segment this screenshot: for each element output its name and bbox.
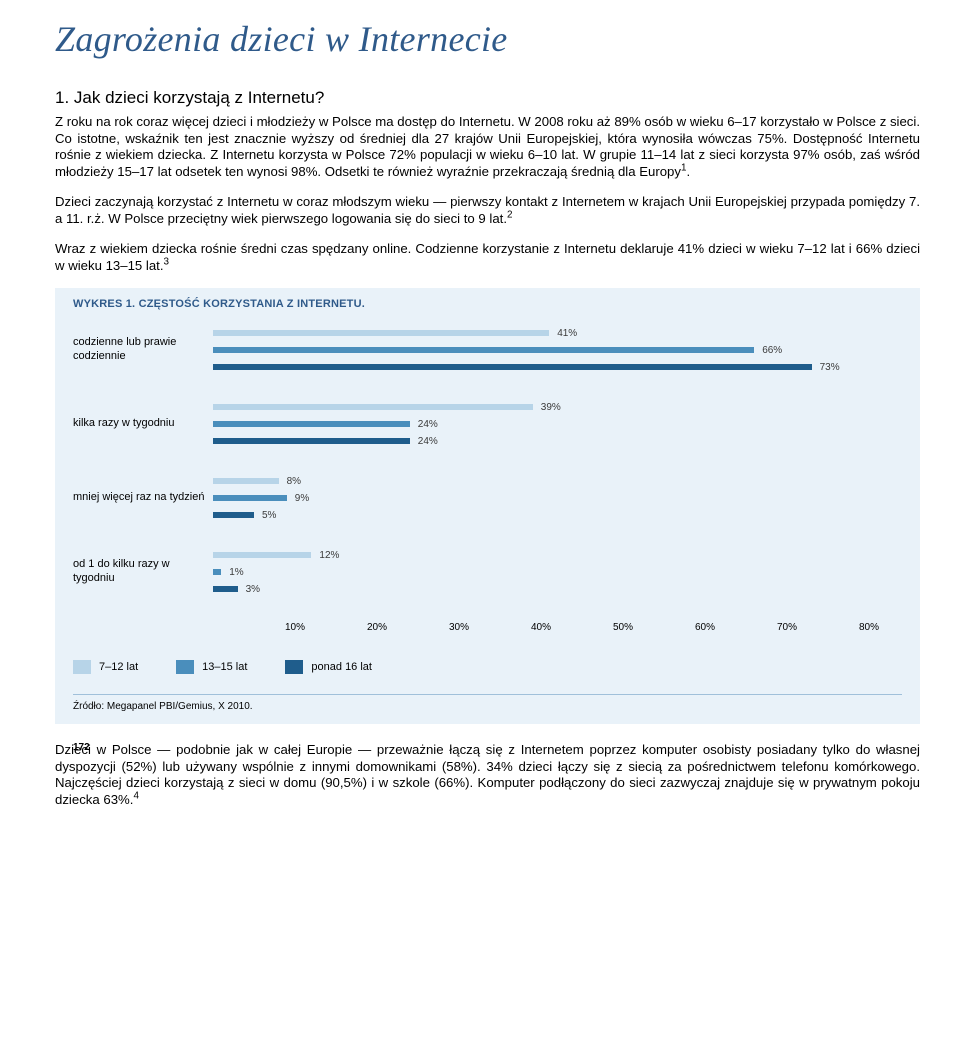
chart-row-label: kilka razy w tygodniu — [73, 417, 213, 431]
axis-tick: 50% — [613, 622, 633, 633]
bar-wrap: 9% — [213, 491, 902, 505]
legend-item: 13–15 lat — [176, 660, 247, 674]
bar-wrap: 41% — [213, 326, 902, 340]
paragraph-3-text: Wraz z wiekiem dziecka rośnie średni cza… — [55, 241, 920, 273]
legend-swatch — [176, 660, 194, 674]
chart-heading: WYKRES 1. CZĘSTOŚĆ KORZYSTANIA Z INTERNE… — [73, 298, 902, 310]
legend-swatch — [285, 660, 303, 674]
bar-value: 12% — [319, 550, 339, 561]
bar — [213, 438, 410, 444]
bar-wrap: 5% — [213, 508, 902, 522]
chart-1: WYKRES 1. CZĘSTOŚĆ KORZYSTANIA Z INTERNE… — [55, 288, 920, 724]
bar-wrap: 73% — [213, 360, 902, 374]
bars-col: 12% 1%3% — [213, 548, 902, 596]
bars-col: 8% 9% 5% — [213, 474, 902, 522]
bar-value: 66% — [762, 345, 782, 356]
legend-label: 7–12 lat — [99, 661, 138, 673]
chart-source: Źródło: Megapanel PBI/Gemius, X 2010. — [73, 694, 902, 712]
axis-tick: 70% — [777, 622, 797, 633]
paragraph-4: Dzieci w Polsce — podobnie jak w całej E… — [55, 742, 920, 808]
paragraph-1-text: Z roku na rok coraz więcej dzieci i młod… — [55, 114, 920, 179]
bar — [213, 421, 410, 427]
legend-swatch — [73, 660, 91, 674]
bar — [213, 347, 754, 353]
axis-tick: 60% — [695, 622, 715, 633]
bar-value: 24% — [418, 419, 438, 430]
bar-value: 1% — [229, 567, 243, 578]
bar-value: 24% — [418, 436, 438, 447]
axis-tick: 20% — [367, 622, 387, 633]
bar — [213, 495, 287, 501]
axis-tick: 40% — [531, 622, 551, 633]
chart-legend: 7–12 lat 13–15 lat ponad 16 lat — [73, 660, 902, 674]
legend-label: 13–15 lat — [202, 661, 247, 673]
footnote-ref-4: 4 — [133, 790, 139, 801]
chart-row: kilka razy w tygodniu 39% 24% 24% — [73, 400, 902, 448]
bar — [213, 552, 311, 558]
chart-row-label: od 1 do kilku razy w tygodniu — [73, 558, 213, 586]
bar-value: 41% — [557, 328, 577, 339]
bar — [213, 586, 238, 592]
bar-wrap: 66% — [213, 343, 902, 357]
bar-wrap: 24% — [213, 417, 902, 431]
bar-wrap: 1% — [213, 565, 902, 579]
section-title: 1. Jak dzieci korzystają z Internetu? — [55, 88, 920, 108]
bar — [213, 364, 812, 370]
chart-row: od 1 do kilku razy w tygodniu 12% 1%3% — [73, 548, 902, 596]
bar-wrap: 24% — [213, 434, 902, 448]
paragraph-1-end: . — [687, 164, 691, 179]
bar-wrap: 39% — [213, 400, 902, 414]
axis-tick: 30% — [449, 622, 469, 633]
page-title: Zagrożenia dzieci w Internecie — [55, 18, 920, 60]
chart-row-label: codzienne lub prawie codziennie — [73, 336, 213, 364]
legend-item: ponad 16 lat — [285, 660, 372, 674]
bar-value: 5% — [262, 510, 276, 521]
paragraph-1: Z roku na rok coraz więcej dzieci i młod… — [55, 114, 920, 180]
legend-item: 7–12 lat — [73, 660, 138, 674]
bars-col: 41% 66% 73% — [213, 326, 902, 374]
bar-value: 8% — [287, 476, 301, 487]
legend-label: ponad 16 lat — [311, 661, 372, 673]
chart-row-label: mniej więcej raz na tydzień — [73, 491, 213, 505]
paragraph-3: Wraz z wiekiem dziecka rośnie średni cza… — [55, 241, 920, 274]
bar-wrap: 12% — [213, 548, 902, 562]
page-number: 172 — [73, 742, 90, 753]
bar-value: 3% — [246, 584, 260, 595]
paragraph-2-text: Dzieci zaczynają korzystać z Internetu w… — [55, 194, 920, 226]
bar-wrap: 8% — [213, 474, 902, 488]
paragraph-2: Dzieci zaczynają korzystać z Internetu w… — [55, 194, 920, 227]
axis-tick: 80% — [859, 622, 879, 633]
x-axis: 10% 20% 30% 40% 50% 60% 70% 80% — [213, 622, 902, 636]
bar-wrap: 3% — [213, 582, 902, 596]
bar — [213, 512, 254, 518]
axis-tick: 10% — [285, 622, 305, 633]
chart-body: codzienne lub prawie codziennie 41% 66% 73%… — [73, 326, 902, 596]
bar — [213, 478, 279, 484]
chart-row: codzienne lub prawie codziennie 41% 66% 73% — [73, 326, 902, 374]
chart-row: mniej więcej raz na tydzień 8% 9% 5% — [73, 474, 902, 522]
bar — [213, 569, 221, 575]
bar — [213, 404, 533, 410]
footnote-ref-3: 3 — [164, 256, 170, 267]
bar-value: 73% — [820, 362, 840, 373]
bars-col: 39% 24% 24% — [213, 400, 902, 448]
bar-value: 39% — [541, 402, 561, 413]
bar — [213, 330, 549, 336]
paragraph-4-text: Dzieci w Polsce — podobnie jak w całej E… — [55, 742, 920, 807]
footnote-ref-2: 2 — [507, 209, 513, 220]
bar-value: 9% — [295, 493, 309, 504]
